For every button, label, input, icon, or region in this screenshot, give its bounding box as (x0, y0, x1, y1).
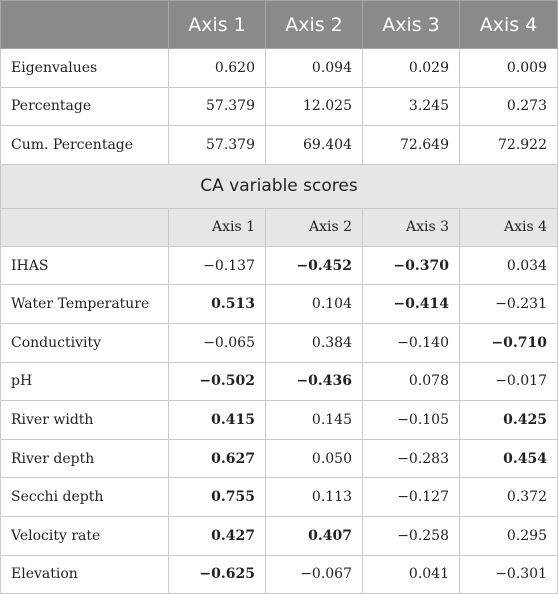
table-row: Secchi depth 0.755 0.113 −0.127 0.372 (0, 477, 558, 517)
table-row-cum-percentage: Cum. Percentage 57.379 69.404 72.649 72.… (0, 125, 558, 165)
table-row-eigenvalues: Eigenvalues 0.620 0.094 0.029 0.009 (0, 48, 558, 88)
cell-value: 72.649 (362, 125, 460, 165)
subheader-row: Axis 1 Axis 2 Axis 3 Axis 4 (0, 207, 558, 247)
cell-value: 57.379 (168, 125, 266, 165)
cell-value: 0.425 (459, 400, 558, 440)
cell-value: −0.105 (362, 400, 460, 440)
cell-value: −0.231 (459, 284, 558, 324)
row-label: Velocity rate (0, 515, 169, 556)
table-row: Water Temperature 0.513 0.104 −0.414 −0.231 (0, 284, 558, 324)
cell-value: −0.258 (362, 515, 460, 556)
cell-value: 0.620 (168, 48, 266, 88)
cell-value: −0.065 (168, 322, 266, 363)
row-label: Water Temperature (0, 284, 169, 324)
header-blank-cell (0, 0, 169, 49)
cell-value: 0.427 (168, 515, 266, 556)
row-label: River width (0, 400, 169, 440)
row-label: Eigenvalues (0, 48, 169, 88)
cell-value: 0.034 (459, 245, 558, 286)
header-axis-1: Axis 1 (168, 0, 266, 49)
cell-value: 0.755 (168, 477, 266, 517)
row-label: IHAS (0, 245, 169, 286)
cell-value: −0.017 (459, 361, 558, 402)
cell-value: 0.145 (265, 400, 363, 440)
row-label: Percentage (0, 86, 169, 127)
header-axis-3: Axis 3 (362, 0, 460, 49)
cell-value: 12.025 (265, 86, 363, 127)
cell-value: 0.454 (459, 438, 558, 479)
row-label: River depth (0, 438, 169, 479)
cell-value: 0.415 (168, 400, 266, 440)
variable-scores-body: IHAS −0.137 −0.452 −0.370 0.034 Water Tempera… (0, 245, 558, 594)
cell-value: 72.922 (459, 125, 558, 165)
table-row: pH −0.502 −0.436 0.078 −0.017 (0, 361, 558, 402)
row-label: Secchi depth (0, 477, 169, 517)
cell-value: −0.452 (265, 245, 363, 286)
cell-value: −0.710 (459, 322, 558, 363)
table-row: Elevation −0.625 −0.067 0.041 −0.301 (0, 554, 558, 594)
section-title: CA variable scores (0, 163, 558, 209)
subheader-blank-cell (0, 207, 169, 247)
cell-value: −0.502 (168, 361, 266, 402)
cell-value: 0.372 (459, 477, 558, 517)
header-axis-4: Axis 4 (459, 0, 558, 49)
subheader-axis-2: Axis 2 (265, 207, 363, 247)
cell-value: −0.137 (168, 245, 266, 286)
row-label: Conductivity (0, 322, 169, 363)
cell-value: 0.078 (362, 361, 460, 402)
cell-value: −0.436 (265, 361, 363, 402)
section-title-row: CA variable scores (0, 163, 558, 209)
subheader-axis-3: Axis 3 (362, 207, 460, 247)
cell-value: 0.513 (168, 284, 266, 324)
cell-value: 3.245 (362, 86, 460, 127)
table-row: IHAS −0.137 −0.452 −0.370 0.034 (0, 245, 558, 286)
cell-value: 0.295 (459, 515, 558, 556)
cell-value: −0.127 (362, 477, 460, 517)
cell-value: 0.029 (362, 48, 460, 88)
cell-value: 0.009 (459, 48, 558, 88)
row-label: Elevation (0, 554, 169, 594)
table-row: Conductivity −0.065 0.384 −0.140 −0.710 (0, 322, 558, 363)
table-row: Velocity rate 0.427 0.407 −0.258 0.295 (0, 515, 558, 556)
cell-value: −0.301 (459, 554, 558, 594)
cell-value: 0.104 (265, 284, 363, 324)
cell-value: 0.273 (459, 86, 558, 127)
cell-value: −0.283 (362, 438, 460, 479)
table-row-percentage: Percentage 57.379 12.025 3.245 0.273 (0, 86, 558, 127)
cell-value: 0.041 (362, 554, 460, 594)
table-header-row: Axis 1 Axis 2 Axis 3 Axis 4 (0, 0, 558, 49)
subheader-axis-1: Axis 1 (168, 207, 266, 247)
header-axis-2: Axis 2 (265, 0, 363, 49)
row-label: Cum. Percentage (0, 125, 169, 165)
cell-value: −0.370 (362, 245, 460, 286)
cell-value: −0.140 (362, 322, 460, 363)
cell-value: 0.094 (265, 48, 363, 88)
cell-value: −0.625 (168, 554, 266, 594)
cell-value: 0.050 (265, 438, 363, 479)
cell-value: 69.404 (265, 125, 363, 165)
cell-value: −0.414 (362, 284, 460, 324)
cell-value: 0.384 (265, 322, 363, 363)
row-label: pH (0, 361, 169, 402)
table-row: River width 0.415 0.145 −0.105 0.425 (0, 400, 558, 440)
table-row: River depth 0.627 0.050 −0.283 0.454 (0, 438, 558, 479)
cell-value: 57.379 (168, 86, 266, 127)
cell-value: −0.067 (265, 554, 363, 594)
cell-value: 0.113 (265, 477, 363, 517)
cell-value: 0.627 (168, 438, 266, 479)
cell-value: 0.407 (265, 515, 363, 556)
subheader-axis-4: Axis 4 (459, 207, 558, 247)
